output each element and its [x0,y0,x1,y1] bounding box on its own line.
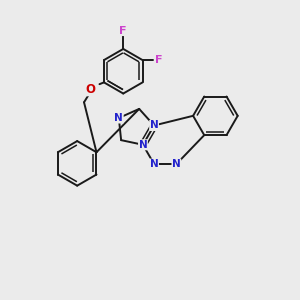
Text: N: N [150,121,158,130]
Text: N: N [139,140,147,150]
Text: F: F [155,55,163,65]
Text: O: O [85,83,95,96]
Text: F: F [119,26,127,35]
Text: N: N [114,113,123,123]
Text: N: N [172,159,181,169]
Text: N: N [150,159,158,169]
